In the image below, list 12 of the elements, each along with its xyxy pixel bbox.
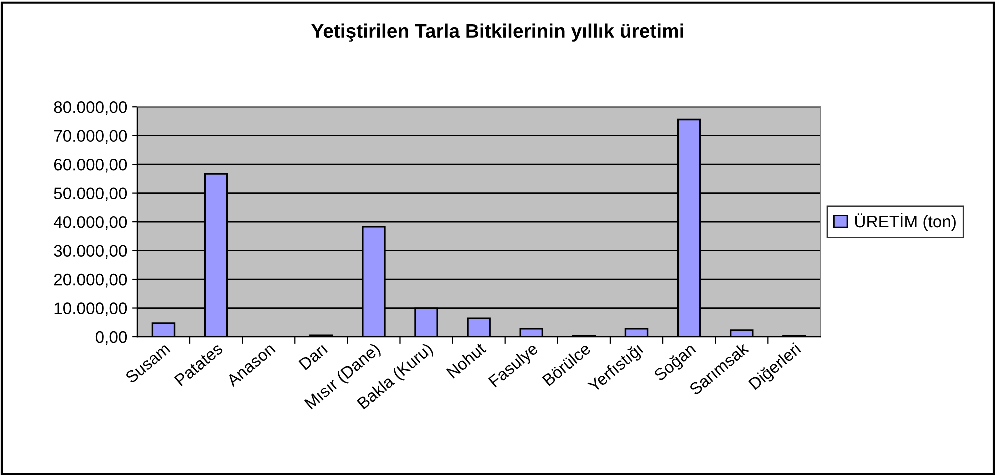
y-tick-label: 70.000,00 [54, 130, 128, 144]
chart-title: Yetiştirilen Tarla Bitkilerinin yıllık üretimi [312, 24, 684, 42]
y-tick-label: 40.000,00 [54, 216, 128, 230]
y-tick-label: 0,00 [96, 331, 128, 346]
y-tick-label: 60.000,00 [54, 158, 128, 173]
y-tick-label: 80.000,00 [54, 102, 128, 116]
y-tick-label: 30.000,00 [54, 245, 128, 259]
legend-label: ÜRETİM (ton) [855, 213, 956, 231]
y-tick-label: 20.000,00 [54, 274, 128, 288]
y-tick-label: 10.000,00 [54, 302, 128, 316]
y-tick-label: 50.000,00 [54, 188, 128, 202]
x-tick-label: Darı [298, 343, 328, 370]
